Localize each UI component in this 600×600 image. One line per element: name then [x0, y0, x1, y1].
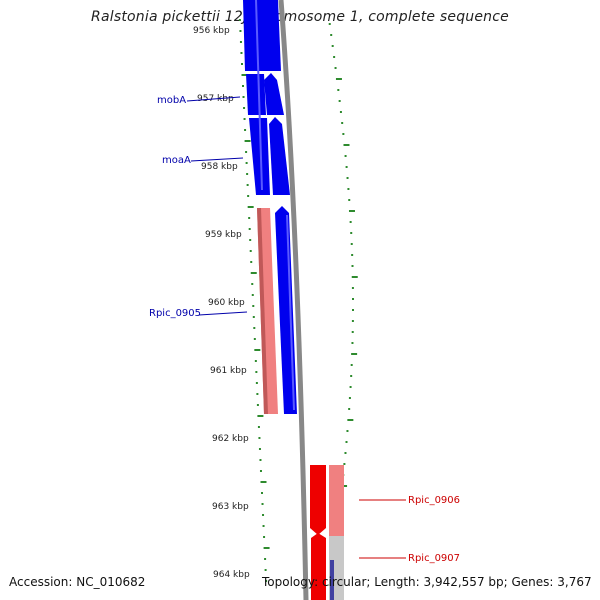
gene-arrow-mobA[interactable]: [264, 73, 284, 115]
gene-block-Rpic_0906-left[interactable]: [310, 465, 326, 535]
leader-moaA: [190, 157, 244, 162]
gene-label-mobA[interactable]: mobA: [157, 95, 186, 106]
gene-block-Rpic_0906[interactable]: [329, 465, 344, 536]
left-tick-track: [238, 19, 270, 582]
gene-label-Rpic_0907[interactable]: Rpic_0907: [408, 553, 460, 564]
map-title: Ralstonia pickettii 12J chromosome 1, co…: [91, 9, 509, 25]
gene-segment-dark: [330, 560, 334, 600]
kbp-label-962: 962 kbp: [212, 434, 249, 444]
kbp-label-960: 960 kbp: [208, 298, 245, 308]
chromosome-backbone: [278, 0, 309, 600]
accession-text: Accession: NC_010682: [9, 575, 146, 589]
leader-mobA: [186, 96, 241, 102]
kbp-scale: 956 kbp 957 kbp 958 kbp 959 kbp 960 kbp …: [193, 26, 250, 580]
kbp-label-961: 961 kbp: [210, 366, 247, 376]
gene-arrow-top[interactable]: [260, 0, 281, 71]
gene-highlight: [286, 214, 295, 411]
kbp-label-958: 958 kbp: [201, 162, 238, 172]
kbp-label-964: 964 kbp: [213, 570, 250, 580]
kbp-label-959: 959 kbp: [205, 230, 242, 240]
gene-arrow-moaA[interactable]: [269, 117, 290, 195]
gene-block-Rpic_0907-left[interactable]: [311, 533, 326, 600]
gene-label-moaA[interactable]: moaA: [162, 155, 191, 166]
topology-text: Topology: circular; Length: 3,942,557 bp…: [262, 575, 592, 589]
gene-block-mobA-left[interactable]: [243, 0, 263, 71]
gene-shadow-Rpic_0905: [257, 208, 268, 414]
gene-highlight: [255, 0, 263, 191]
kbp-label-956: 956 kbp: [193, 26, 230, 36]
leader-Rpic_0905: [198, 311, 248, 316]
gene-block-moaA[interactable]: [249, 118, 270, 195]
kbp-label-963: 963 kbp: [212, 502, 249, 512]
gene-label-Rpic_0906[interactable]: Rpic_0906: [408, 495, 460, 506]
gene-block-mobA[interactable]: [246, 74, 266, 115]
gene-label-Rpic_0905[interactable]: Rpic_0905: [149, 308, 201, 319]
